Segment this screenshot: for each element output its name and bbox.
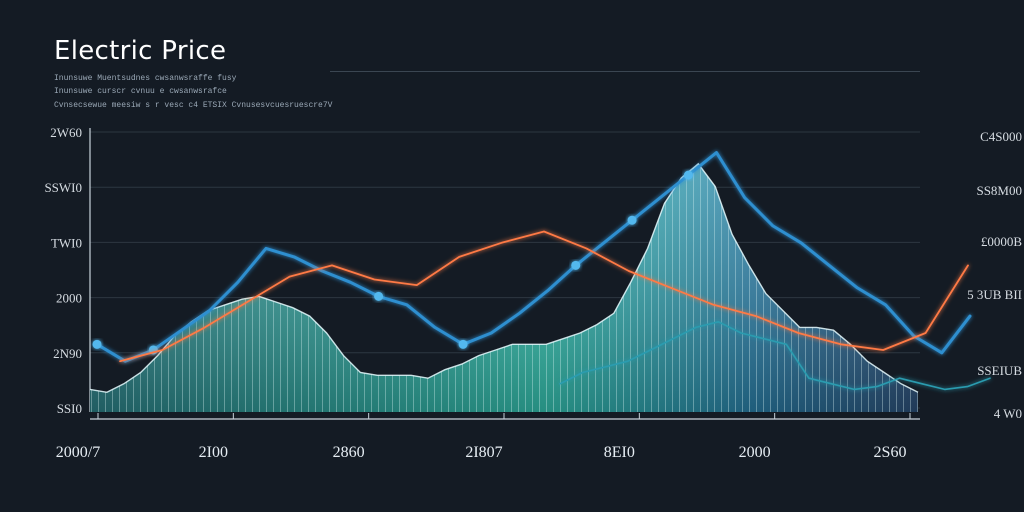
data-point [683,170,693,180]
x-tick-label: 2I807 [465,444,502,461]
data-point [571,260,581,270]
top-divider [330,71,920,72]
y-tick-label-right: 5 3UB BII [967,287,1022,302]
y-tick-label-right: SSEIUB [977,363,1022,378]
data-point [92,339,102,349]
y-tick-label-right: 4 W0 [994,406,1022,421]
y-tick-label-left: SSWI0 [44,180,82,195]
x-tick-label: 8EI0 [604,444,635,461]
area-stripes [90,163,918,412]
series-orange-line [119,230,969,363]
area-series [89,162,919,412]
x-tick-label: 2860 [333,444,365,461]
series-main-line [95,151,972,363]
subtitle-line-2: Inunsuwe curscr cvnuu e cwsanwsrafce [54,87,227,96]
y-tick-label-left: TWI0 [51,235,82,250]
x-tick-label: 2I00 [199,444,228,461]
subtitle-line-3: Cvnsecsewue meesiw s r vesc c4 ETSIX Cvn… [54,101,333,110]
x-tick-label: 2000 [739,444,771,461]
x-tick-label: 2000/7 [56,444,100,461]
y-tick-label-left: 2N90 [53,346,82,361]
y-tick-label-left: 2000 [56,291,82,306]
y-tick-label-right: SS8M00 [976,183,1022,198]
y-axis-left: 2W60 SSWI0 TWI0 2000 2N90 SSI0 [44,125,82,416]
y-tick-label-right: C4S000 [980,129,1022,144]
x-tick-label: 2S60 [874,444,907,461]
y-axis-right: C4S000 SS8M00 £0000B 5 3UB BII SSEIUB 4 W0 [967,129,1022,421]
data-point [627,215,637,225]
data-point [458,339,468,349]
chart-title: Electric Price [54,36,227,66]
x-axis: 2000/7 2I00 2860 2I807 8EI0 2000 2S60 [56,413,911,461]
y-tick-label-left: SSI0 [57,401,82,416]
line-series-group [92,151,991,391]
y-tick-label-right: £0000B [981,234,1023,249]
y-tick-label-left: 2W60 [50,125,82,140]
data-point [374,291,384,301]
subtitle-line-1: Inunsuwe Muentsudnes cwsanwsraffe fusy [54,74,237,83]
series-teal-line [559,321,991,391]
area-outline [89,162,919,394]
